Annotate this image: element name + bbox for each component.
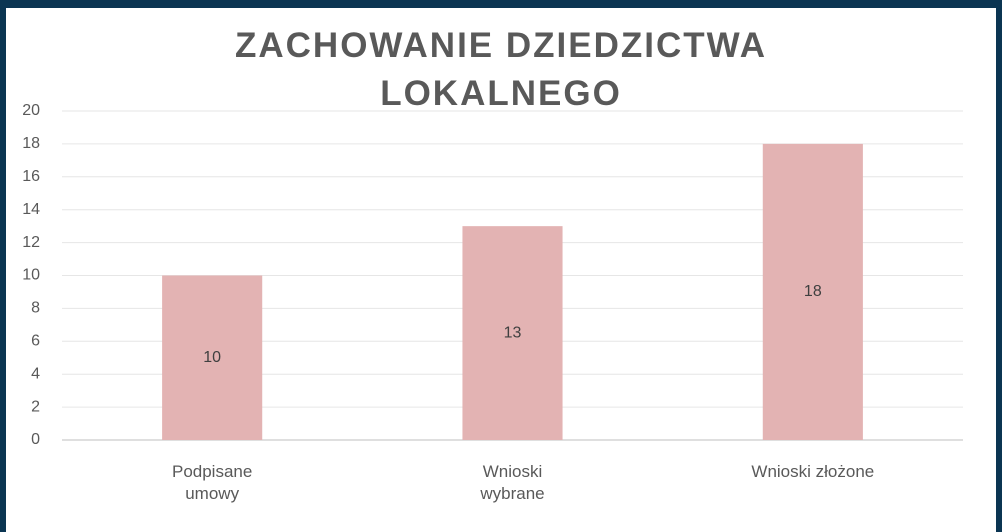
- x-tick-label: Wnioski złożone: [751, 462, 875, 481]
- bar: [462, 226, 563, 440]
- y-tick-label: 4: [31, 365, 40, 382]
- data-label: 18: [804, 283, 822, 300]
- y-tick-label: 2: [31, 398, 40, 415]
- y-tick-label: 20: [22, 102, 40, 119]
- y-tick-label: 6: [31, 333, 40, 350]
- chart-title: ZACHOWANIE DZIEDZICTWA LOKALNEGO: [234, 26, 768, 113]
- y-tick-label: 18: [22, 135, 40, 152]
- x-tick-label: Podpisane umowy: [171, 462, 253, 503]
- y-tick-label: 0: [31, 431, 40, 448]
- data-label: 10: [203, 349, 221, 366]
- x-tick-label: Wnioski wybrane: [480, 462, 545, 503]
- y-tick-label: 14: [22, 201, 40, 218]
- y-tick-label: 12: [22, 234, 40, 251]
- bar: [762, 143, 863, 440]
- data-label: 13: [504, 324, 522, 341]
- y-tick-label: 8: [31, 300, 40, 317]
- y-tick-label: 16: [22, 168, 40, 185]
- y-tick-label: 10: [22, 267, 40, 284]
- bar: [162, 275, 263, 440]
